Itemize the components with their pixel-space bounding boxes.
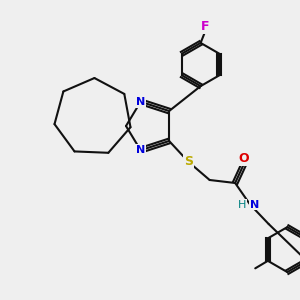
Text: S: S bbox=[184, 155, 193, 169]
Text: O: O bbox=[239, 152, 249, 165]
Text: N: N bbox=[136, 145, 145, 155]
Text: F: F bbox=[201, 20, 209, 33]
Text: N: N bbox=[136, 97, 145, 107]
Text: N: N bbox=[250, 200, 259, 210]
Text: H: H bbox=[238, 200, 246, 210]
